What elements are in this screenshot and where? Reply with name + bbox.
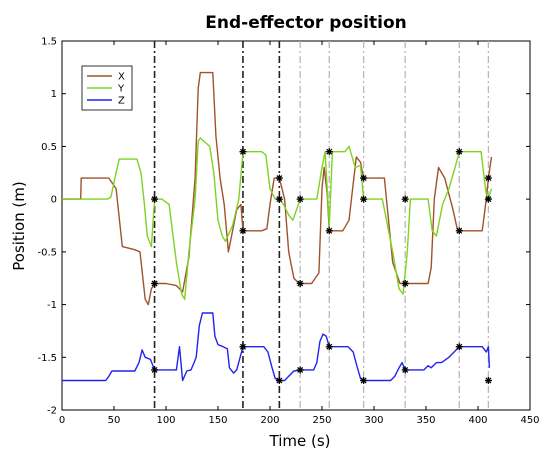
x-tick-label: 200: [260, 415, 279, 426]
event-marker: [325, 227, 333, 235]
event-marker: [401, 366, 409, 374]
marker-stroke: [402, 366, 409, 373]
marker-stroke: [239, 148, 246, 155]
y-tick-label: -1.5: [37, 353, 57, 364]
marker-stroke: [297, 196, 304, 203]
legend-label-z: Z: [118, 96, 125, 107]
x-axis-label: Time (s): [269, 432, 331, 450]
event-marker: [296, 279, 304, 287]
y-axis-label: Position (m): [10, 181, 28, 271]
event-marker: [484, 376, 492, 384]
marker-stroke: [151, 196, 158, 203]
y-tick-label: -1: [47, 300, 57, 311]
event-marker: [151, 366, 159, 374]
x-tick-label: 400: [468, 415, 487, 426]
event-marker: [484, 195, 492, 203]
series-line-y: [62, 137, 493, 300]
marker-stroke: [456, 227, 463, 234]
event-marker: [296, 366, 304, 374]
chart-title: End-effector position: [205, 13, 407, 33]
x-tick-label: 0: [59, 415, 65, 426]
marker-stroke: [456, 148, 463, 155]
y-tick-label: 1: [51, 89, 57, 100]
marker-stroke: [360, 377, 367, 384]
y-tick-label: -0.5: [37, 247, 57, 258]
x-tick-label: 100: [156, 415, 175, 426]
marker-stroke: [485, 377, 492, 384]
marker-stroke: [402, 280, 409, 287]
marker-stroke: [456, 343, 463, 350]
event-marker: [360, 174, 368, 182]
event-marker: [360, 195, 368, 203]
marker-stroke: [326, 148, 333, 155]
marker-stroke: [297, 366, 304, 373]
marker-stroke: [360, 175, 367, 182]
y-tick-label: 0: [51, 195, 57, 206]
event-marker: [360, 376, 368, 384]
marker-stroke: [276, 377, 283, 384]
legend: XYZ: [81, 65, 133, 111]
axes: 0 50 100 150 200 250 300 350 400 450 -2 -1.5 -1 -0.5 0…: [37, 37, 539, 427]
event-marker: [151, 195, 159, 203]
x-tick-label: 350: [416, 415, 435, 426]
event-marker: [275, 174, 283, 182]
marker-stroke: [239, 343, 246, 350]
x-tick-label: 150: [208, 415, 227, 426]
event-marker: [239, 227, 247, 235]
marker-stroke: [326, 227, 333, 234]
event-marker: [455, 227, 463, 235]
marker-stroke: [239, 227, 246, 234]
legend-label-x: X: [118, 72, 125, 83]
event-marker: [401, 195, 409, 203]
x-tick-label: 50: [108, 415, 121, 426]
event-marker: [401, 279, 409, 287]
marker-stroke: [326, 343, 333, 350]
x-tick-label: 250: [312, 415, 331, 426]
marker-stroke: [402, 196, 409, 203]
plot-frame: [61, 40, 531, 411]
series-line-z: [62, 312, 491, 382]
marker-stroke: [485, 175, 492, 182]
event-marker: [239, 343, 247, 351]
event-marker: [296, 195, 304, 203]
marker-stroke: [360, 196, 367, 203]
y-tick-label: -2: [47, 406, 57, 417]
y-tick-label: 1.5: [41, 37, 57, 48]
event-marker: [325, 148, 333, 156]
event-marker: [275, 376, 283, 384]
marker-stroke: [151, 366, 158, 373]
x-tick-label: 300: [364, 415, 383, 426]
y-tick-label: 0.5: [41, 142, 57, 153]
marker-stroke: [276, 196, 283, 203]
series-lines: [62, 71, 493, 382]
series-line-x: [62, 71, 493, 306]
legend-label-y: Y: [117, 84, 125, 95]
event-marker: [151, 279, 159, 287]
event-markers: [151, 148, 492, 384]
event-marker: [275, 195, 283, 203]
marker-stroke: [276, 175, 283, 182]
marker-stroke: [485, 196, 492, 203]
event-marker: [239, 148, 247, 156]
event-marker: [455, 148, 463, 156]
x-tick-label: 450: [520, 415, 539, 426]
event-marker: [484, 174, 492, 182]
event-marker: [325, 343, 333, 351]
marker-stroke: [297, 280, 304, 287]
marker-stroke: [151, 280, 158, 287]
event-marker: [455, 343, 463, 351]
